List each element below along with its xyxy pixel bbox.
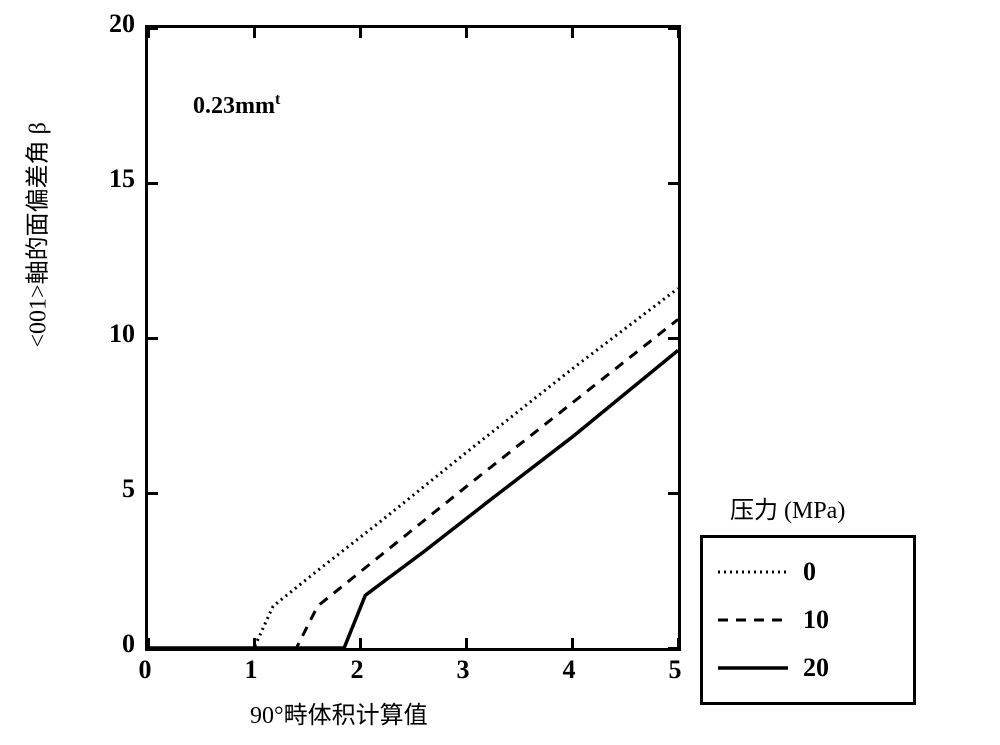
chart-container: <001>軸的面偏差角 β 90°畤体积计算值 0.23mmt 05101520… — [30, 10, 730, 730]
legend-item: 0 — [718, 548, 898, 596]
y-tick — [148, 337, 158, 340]
y-tick — [668, 182, 678, 185]
y-tick-label: 10 — [90, 319, 135, 349]
series-line — [148, 319, 678, 648]
x-tick — [571, 638, 574, 648]
y-tick-label: 0 — [90, 629, 135, 659]
legend-item: 10 — [718, 596, 898, 644]
x-tick — [677, 638, 680, 648]
legend-frame: 0 10 20 — [700, 535, 916, 705]
x-tick — [571, 28, 574, 38]
legend-swatch — [718, 557, 788, 587]
x-tick-label: 1 — [236, 655, 266, 685]
x-tick — [677, 28, 680, 38]
x-tick — [147, 28, 150, 38]
legend-item: 20 — [718, 644, 898, 692]
x-tick-label: 3 — [448, 655, 478, 685]
x-tick — [465, 28, 468, 38]
legend-swatch — [718, 653, 788, 683]
x-tick — [359, 638, 362, 648]
legend-label: 20 — [803, 653, 829, 683]
y-tick — [148, 182, 158, 185]
x-tick-label: 5 — [660, 655, 690, 685]
x-tick-label: 4 — [554, 655, 584, 685]
x-tick — [465, 638, 468, 648]
x-axis-label: 90°畤体积计算值 — [250, 695, 428, 730]
series-line — [148, 288, 678, 648]
y-axis-label: <001>軸的面偏差角 β — [18, 122, 53, 347]
x-tick-label: 2 — [342, 655, 372, 685]
y-tick — [668, 492, 678, 495]
y-tick-label: 15 — [90, 164, 135, 194]
legend-label: 10 — [803, 605, 829, 635]
x-tick-label: 0 — [130, 655, 160, 685]
x-tick — [253, 638, 256, 648]
y-tick — [148, 492, 158, 495]
legend-label: 0 — [803, 557, 816, 587]
y-tick-label: 5 — [90, 474, 135, 504]
legend: 压力 (MPa) 0 10 20 — [700, 490, 920, 705]
x-tick — [253, 28, 256, 38]
y-tick — [668, 337, 678, 340]
y-tick-label: 20 — [90, 9, 135, 39]
x-tick — [359, 28, 362, 38]
series-line — [148, 350, 678, 648]
legend-swatch — [718, 605, 788, 635]
chart-lines-svg — [148, 28, 678, 648]
x-tick — [147, 638, 150, 648]
plot-area: 0.23mmt — [145, 25, 681, 651]
legend-title: 压力 (MPa) — [700, 490, 920, 525]
